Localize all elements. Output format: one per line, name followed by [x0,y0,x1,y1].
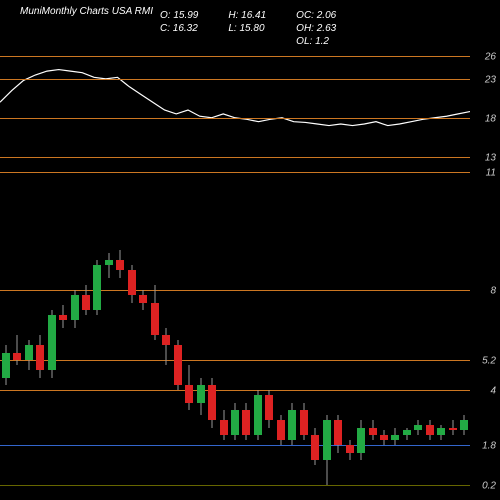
candlestick [460,415,468,435]
candlestick [391,428,399,446]
axis-tick-label: 26 [485,51,496,62]
candlestick [208,378,216,428]
candlestick [437,425,445,440]
close-value: C: 16.32 [160,23,198,34]
axis-tick-label: 18 [485,113,496,124]
horizontal-level-line: 23 [0,79,470,80]
candlestick [265,390,273,428]
line-series [0,40,470,180]
ohlc-readout: O: 15.99 H: 16.41 OC: 2.06 C: 16.32 L: 1… [160,10,336,47]
price-panel: 85.241.80.2 [0,190,470,490]
candlestick [357,420,365,460]
candlestick [93,260,101,315]
low-value: L: 15.80 [228,23,266,34]
high-value: H: 16.41 [228,10,266,21]
candlestick [231,403,239,441]
candlestick [380,430,388,445]
candlestick [197,378,205,416]
candlestick [151,285,159,340]
chart-header: MuniMonthly Charts USA RMI O: 15.99 H: 1… [20,6,480,17]
candlestick [426,420,434,440]
candlestick [185,365,193,410]
candlestick [242,403,250,441]
axis-tick-label: 11 [486,168,496,179]
axis-tick-label: 4 [490,386,496,397]
candlestick [334,415,342,453]
horizontal-level-line: 4 [0,390,470,391]
candlestick [105,253,113,278]
candlestick [59,305,67,328]
candlestick [13,335,21,365]
horizontal-level-line: 1.8 [0,445,470,446]
horizontal-level-line: 0.2 [0,485,470,486]
candlestick [403,428,411,441]
candlestick [128,265,136,303]
axis-tick-label: 5.2 [482,356,496,367]
horizontal-level-line: 26 [0,56,470,57]
candlestick [311,428,319,466]
candlestick [414,420,422,435]
candlestick [346,440,354,460]
candlestick [254,390,262,440]
candlestick [277,415,285,445]
axis-tick-label: 8 [490,286,496,297]
candlestick [323,415,331,485]
candlestick [139,290,147,310]
candlestick [288,403,296,446]
axis-tick-label: 13 [485,152,496,163]
axis-tick-label: 0.2 [482,481,496,492]
ol-value: OL: 1.2 [296,36,336,47]
candlestick [2,345,10,385]
candlestick [369,420,377,440]
axis-tick-label: 1.8 [482,441,496,452]
candlestick [36,335,44,378]
candlestick [300,403,308,441]
indicator-panel: 26 23 18 13 11 [0,40,470,180]
candlestick [162,328,170,366]
horizontal-level-line: 11 [0,172,470,173]
horizontal-level-line: 13 [0,157,470,158]
horizontal-level-line: 5.2 [0,360,470,361]
candlestick [48,310,56,378]
candlestick [449,420,457,435]
candlestick [220,410,228,440]
candlestick [174,340,182,390]
candlestick [25,340,33,370]
candlestick [116,250,124,278]
axis-tick-label: 23 [485,74,496,85]
candlestick [71,290,79,328]
oh-value: OH: 2.63 [296,23,336,34]
horizontal-level-line: 18 [0,118,470,119]
candlestick [82,285,90,315]
oc-value: OC: 2.06 [296,10,336,21]
open-value: O: 15.99 [160,10,198,21]
